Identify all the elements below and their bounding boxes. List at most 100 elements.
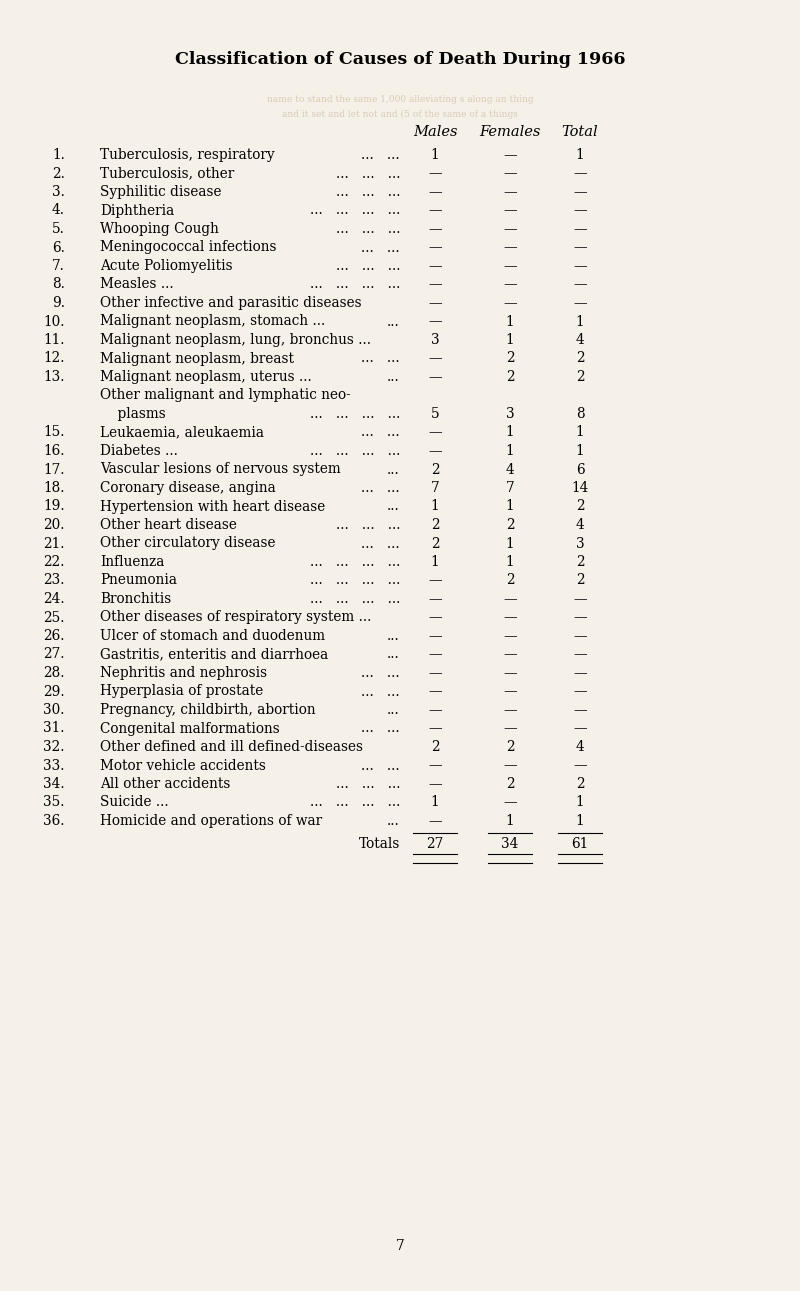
Text: 16.: 16. — [43, 444, 65, 458]
Text: Leukaemia, aleukaemia: Leukaemia, aleukaemia — [100, 426, 264, 439]
Text: —: — — [503, 722, 517, 736]
Text: 36.: 36. — [43, 815, 65, 828]
Text: 2: 2 — [430, 518, 439, 532]
Text: ...   ...   ...   ...: ... ... ... ... — [310, 278, 400, 292]
Text: 22.: 22. — [43, 555, 65, 569]
Text: 3: 3 — [430, 333, 439, 347]
Text: 1: 1 — [576, 795, 584, 809]
Text: Pneumonia: Pneumonia — [100, 573, 177, 587]
Text: —: — — [503, 611, 517, 625]
Text: 2: 2 — [430, 462, 439, 476]
Text: ...   ...: ... ... — [362, 351, 400, 365]
Text: —: — — [428, 240, 442, 254]
Text: —: — — [573, 278, 587, 292]
Text: 24.: 24. — [43, 593, 65, 605]
Text: 1: 1 — [506, 333, 514, 347]
Text: —: — — [573, 684, 587, 698]
Text: —: — — [503, 259, 517, 272]
Text: 4: 4 — [576, 333, 584, 347]
Text: 7.: 7. — [52, 259, 65, 272]
Text: ...: ... — [387, 704, 400, 717]
Text: 30.: 30. — [43, 704, 65, 717]
Text: —: — — [428, 371, 442, 383]
Text: Diphtheria: Diphtheria — [100, 204, 174, 217]
Text: 2.: 2. — [52, 167, 65, 181]
Text: 2: 2 — [506, 573, 514, 587]
Text: ...: ... — [387, 315, 400, 328]
Text: —: — — [428, 204, 442, 217]
Text: ...   ...: ... ... — [362, 759, 400, 772]
Text: Bronchitis: Bronchitis — [100, 593, 171, 605]
Text: 1: 1 — [430, 555, 439, 569]
Text: 2: 2 — [506, 351, 514, 365]
Text: 13.: 13. — [43, 371, 65, 383]
Text: 61: 61 — [571, 837, 589, 851]
Text: ...   ...   ...   ...: ... ... ... ... — [310, 795, 400, 809]
Text: ...   ...   ...   ...: ... ... ... ... — [310, 573, 400, 587]
Text: —: — — [428, 648, 442, 661]
Text: —: — — [573, 204, 587, 217]
Text: 1: 1 — [430, 500, 439, 514]
Text: Tuberculosis, respiratory: Tuberculosis, respiratory — [100, 148, 274, 161]
Text: ...   ...: ... ... — [362, 666, 400, 680]
Text: Congenital malformations: Congenital malformations — [100, 722, 280, 736]
Text: 1.: 1. — [52, 148, 65, 161]
Text: 1: 1 — [506, 555, 514, 569]
Text: —: — — [573, 722, 587, 736]
Text: Suicide ...: Suicide ... — [100, 795, 169, 809]
Text: 2: 2 — [576, 777, 584, 791]
Text: Coronary disease, angina: Coronary disease, angina — [100, 482, 276, 494]
Text: 2: 2 — [506, 371, 514, 383]
Text: Other infective and parasitic diseases: Other infective and parasitic diseases — [100, 296, 362, 310]
Text: ...: ... — [387, 648, 400, 661]
Text: 1: 1 — [430, 148, 439, 161]
Text: Totals: Totals — [358, 837, 400, 851]
Text: 25.: 25. — [43, 611, 65, 625]
Text: —: — — [573, 185, 587, 199]
Text: —: — — [428, 815, 442, 828]
Text: 3: 3 — [506, 407, 514, 421]
Text: Syphilitic disease: Syphilitic disease — [100, 185, 222, 199]
Text: 28.: 28. — [43, 666, 65, 680]
Text: —: — — [573, 611, 587, 625]
Text: —: — — [573, 296, 587, 310]
Text: ...   ...   ...: ... ... ... — [335, 777, 400, 791]
Text: Other malignant and lymphatic neo-: Other malignant and lymphatic neo- — [100, 389, 350, 403]
Text: 27: 27 — [426, 837, 444, 851]
Text: ...   ...   ...: ... ... ... — [335, 259, 400, 272]
Text: —: — — [428, 611, 442, 625]
Text: Acute Poliomyelitis: Acute Poliomyelitis — [100, 259, 233, 272]
Text: 32.: 32. — [43, 740, 65, 754]
Text: ...   ...: ... ... — [362, 426, 400, 439]
Text: —: — — [503, 204, 517, 217]
Text: —: — — [428, 259, 442, 272]
Text: ...   ...: ... ... — [362, 722, 400, 736]
Text: 34.: 34. — [43, 777, 65, 791]
Text: 26.: 26. — [43, 629, 65, 643]
Text: name to stand the same 1,000 alleviating s along an thing: name to stand the same 1,000 alleviating… — [266, 96, 534, 105]
Text: ...   ...   ...: ... ... ... — [335, 222, 400, 236]
Text: ...   ...   ...   ...: ... ... ... ... — [310, 593, 400, 605]
Text: —: — — [428, 666, 442, 680]
Text: 1: 1 — [576, 315, 584, 328]
Text: 6.: 6. — [52, 240, 65, 254]
Text: 4: 4 — [576, 740, 584, 754]
Text: 1: 1 — [576, 444, 584, 458]
Text: —: — — [428, 185, 442, 199]
Text: Tuberculosis, other: Tuberculosis, other — [100, 167, 234, 181]
Text: 1: 1 — [506, 426, 514, 439]
Text: 7: 7 — [430, 482, 439, 494]
Text: —: — — [428, 777, 442, 791]
Text: 4: 4 — [506, 462, 514, 476]
Text: 11.: 11. — [43, 333, 65, 347]
Text: —: — — [503, 222, 517, 236]
Text: Influenza: Influenza — [100, 555, 164, 569]
Text: Malignant neoplasm, uterus ...: Malignant neoplasm, uterus ... — [100, 371, 312, 383]
Text: —: — — [428, 593, 442, 605]
Text: 31.: 31. — [43, 722, 65, 736]
Text: —: — — [503, 296, 517, 310]
Text: ...   ...   ...: ... ... ... — [335, 185, 400, 199]
Text: 17.: 17. — [43, 462, 65, 476]
Text: 5.: 5. — [52, 222, 65, 236]
Text: Other diseases of respiratory system ...: Other diseases of respiratory system ... — [100, 611, 371, 625]
